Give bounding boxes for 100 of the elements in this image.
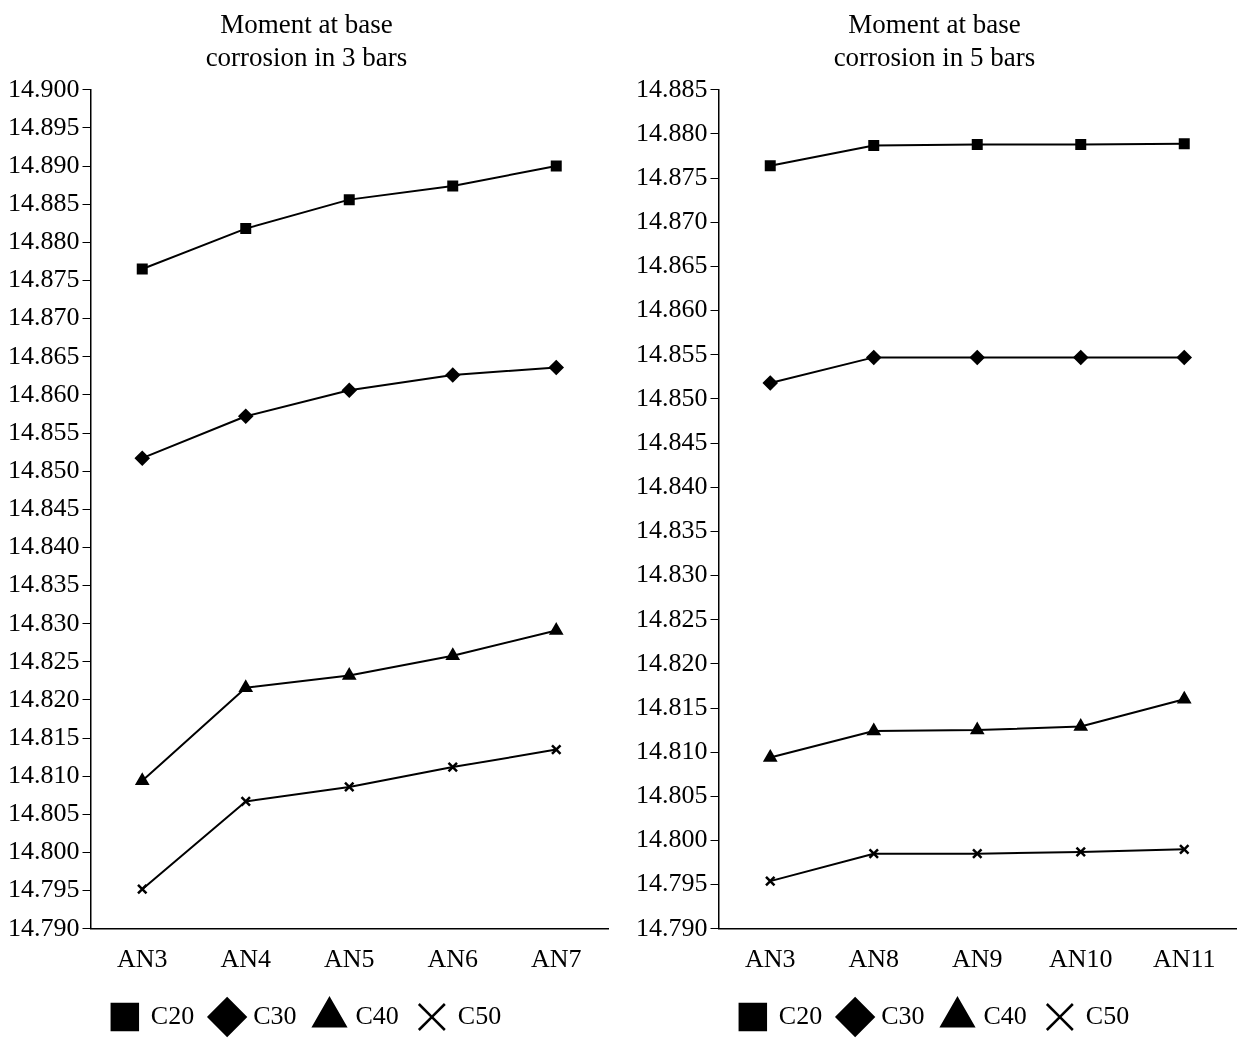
- point: [868, 848, 880, 860]
- point: [1073, 350, 1088, 365]
- point: [343, 194, 355, 206]
- point: [239, 680, 253, 693]
- legend-label: C30: [881, 1000, 925, 1030]
- point: [1075, 139, 1087, 151]
- x-tick-label: AN3: [116, 944, 168, 974]
- legend-label: C50: [457, 1000, 502, 1030]
- point: [343, 781, 355, 793]
- y-tick-label: 14.870: [8, 302, 80, 332]
- y-tick-label: 14.850: [8, 454, 80, 484]
- point: [447, 180, 459, 192]
- point: [1075, 846, 1087, 858]
- y-tick-label: 14.820: [636, 647, 708, 677]
- x-tick-label: AN4: [220, 944, 272, 974]
- point: [550, 744, 562, 756]
- y-tick-label: 14.805: [636, 780, 708, 810]
- y-tick-label: 14.830: [8, 607, 80, 637]
- x-tick-label: AN6: [427, 944, 479, 974]
- y-tick-label: 14.820: [8, 683, 80, 713]
- y-tick-label: 14.825: [8, 645, 80, 675]
- x-tick-label: AN10: [1048, 944, 1113, 974]
- point: [763, 750, 777, 762]
- y-tick-label: 14.895: [8, 111, 80, 141]
- point: [970, 722, 984, 735]
- y-tick-label: 14.815: [636, 691, 708, 721]
- y-tick-label: 14.800: [636, 824, 708, 854]
- point: [1178, 138, 1190, 150]
- y-tick-label: 14.870: [636, 206, 708, 236]
- legend-label: C40: [983, 1000, 1027, 1030]
- legend-label: C20: [778, 1000, 823, 1030]
- y-tick-label: 14.865: [8, 340, 80, 370]
- y-tick-label: 14.845: [636, 426, 708, 456]
- point: [240, 795, 252, 807]
- x-tick-label: AN11: [1152, 944, 1216, 974]
- y-tick-label: 14.885: [636, 73, 708, 103]
- point: [549, 623, 563, 635]
- point: [764, 160, 776, 172]
- legend-label: C40: [355, 1000, 399, 1030]
- y-tick-label: 14.890: [8, 149, 80, 179]
- point: [342, 668, 356, 680]
- point: [763, 375, 778, 391]
- x-tick-label: AN8: [848, 944, 900, 974]
- chart-title: Moment at base corrosion in 5 bars: [833, 9, 1036, 72]
- y-tick-label: 14.880: [8, 226, 80, 256]
- point: [970, 350, 985, 365]
- y-tick-label: 14.855: [8, 416, 80, 446]
- point: [240, 223, 252, 235]
- point: [136, 263, 148, 275]
- x-tick-label: AN5: [323, 944, 375, 974]
- y-tick-label: 14.805: [8, 798, 80, 828]
- y-tick-label: 14.860: [8, 378, 80, 408]
- point: [1177, 691, 1191, 704]
- y-tick-label: 14.835: [636, 515, 708, 545]
- point: [135, 450, 150, 466]
- y-tick-label: 14.815: [8, 721, 80, 751]
- y-tick-label: 14.795: [8, 874, 80, 904]
- y-tick-label: 14.865: [636, 250, 708, 280]
- point: [867, 723, 881, 736]
- y-tick-label: 14.845: [8, 493, 80, 523]
- y-tick-label: 14.795: [636, 868, 708, 898]
- y-tick-label: 14.825: [636, 603, 708, 633]
- point: [1178, 843, 1190, 855]
- point: [136, 883, 148, 895]
- y-tick-label: 14.880: [636, 117, 708, 147]
- y-tick-label: 14.790: [636, 912, 708, 942]
- y-tick-label: 14.875: [8, 264, 80, 294]
- x-tick-label: AN7: [530, 944, 582, 974]
- chart-title: Moment at base corrosion in 3 bars: [205, 9, 408, 72]
- point: [866, 350, 881, 365]
- point: [550, 160, 562, 172]
- y-tick-label: 14.855: [636, 338, 708, 368]
- point: [971, 848, 983, 860]
- point: [764, 875, 776, 887]
- legend-label: C30: [253, 1000, 297, 1030]
- point: [549, 360, 564, 375]
- legend-label: C20: [150, 1000, 195, 1030]
- y-tick-label: 14.810: [8, 760, 80, 790]
- y-tick-label: 14.840: [636, 471, 708, 501]
- point: [446, 648, 460, 660]
- x-tick-label: AN9: [951, 944, 1003, 974]
- point: [1074, 719, 1088, 731]
- y-tick-label: 14.900: [8, 73, 80, 103]
- point: [1177, 350, 1192, 365]
- point: [342, 383, 357, 398]
- y-tick-label: 14.850: [636, 382, 708, 412]
- y-tick-label: 14.800: [8, 836, 80, 866]
- y-tick-label: 14.835: [8, 569, 80, 599]
- legend-label: C50: [1085, 1000, 1130, 1030]
- y-tick-label: 14.830: [636, 559, 708, 589]
- y-tick-label: 14.860: [636, 294, 708, 324]
- y-tick-label: 14.885: [8, 188, 80, 218]
- y-tick-label: 14.840: [8, 531, 80, 561]
- y-tick-label: 14.790: [8, 912, 80, 942]
- point: [971, 139, 983, 151]
- point: [445, 367, 460, 383]
- point: [868, 139, 880, 151]
- point: [447, 761, 459, 773]
- y-tick-label: 14.810: [636, 736, 708, 765]
- point: [135, 773, 149, 786]
